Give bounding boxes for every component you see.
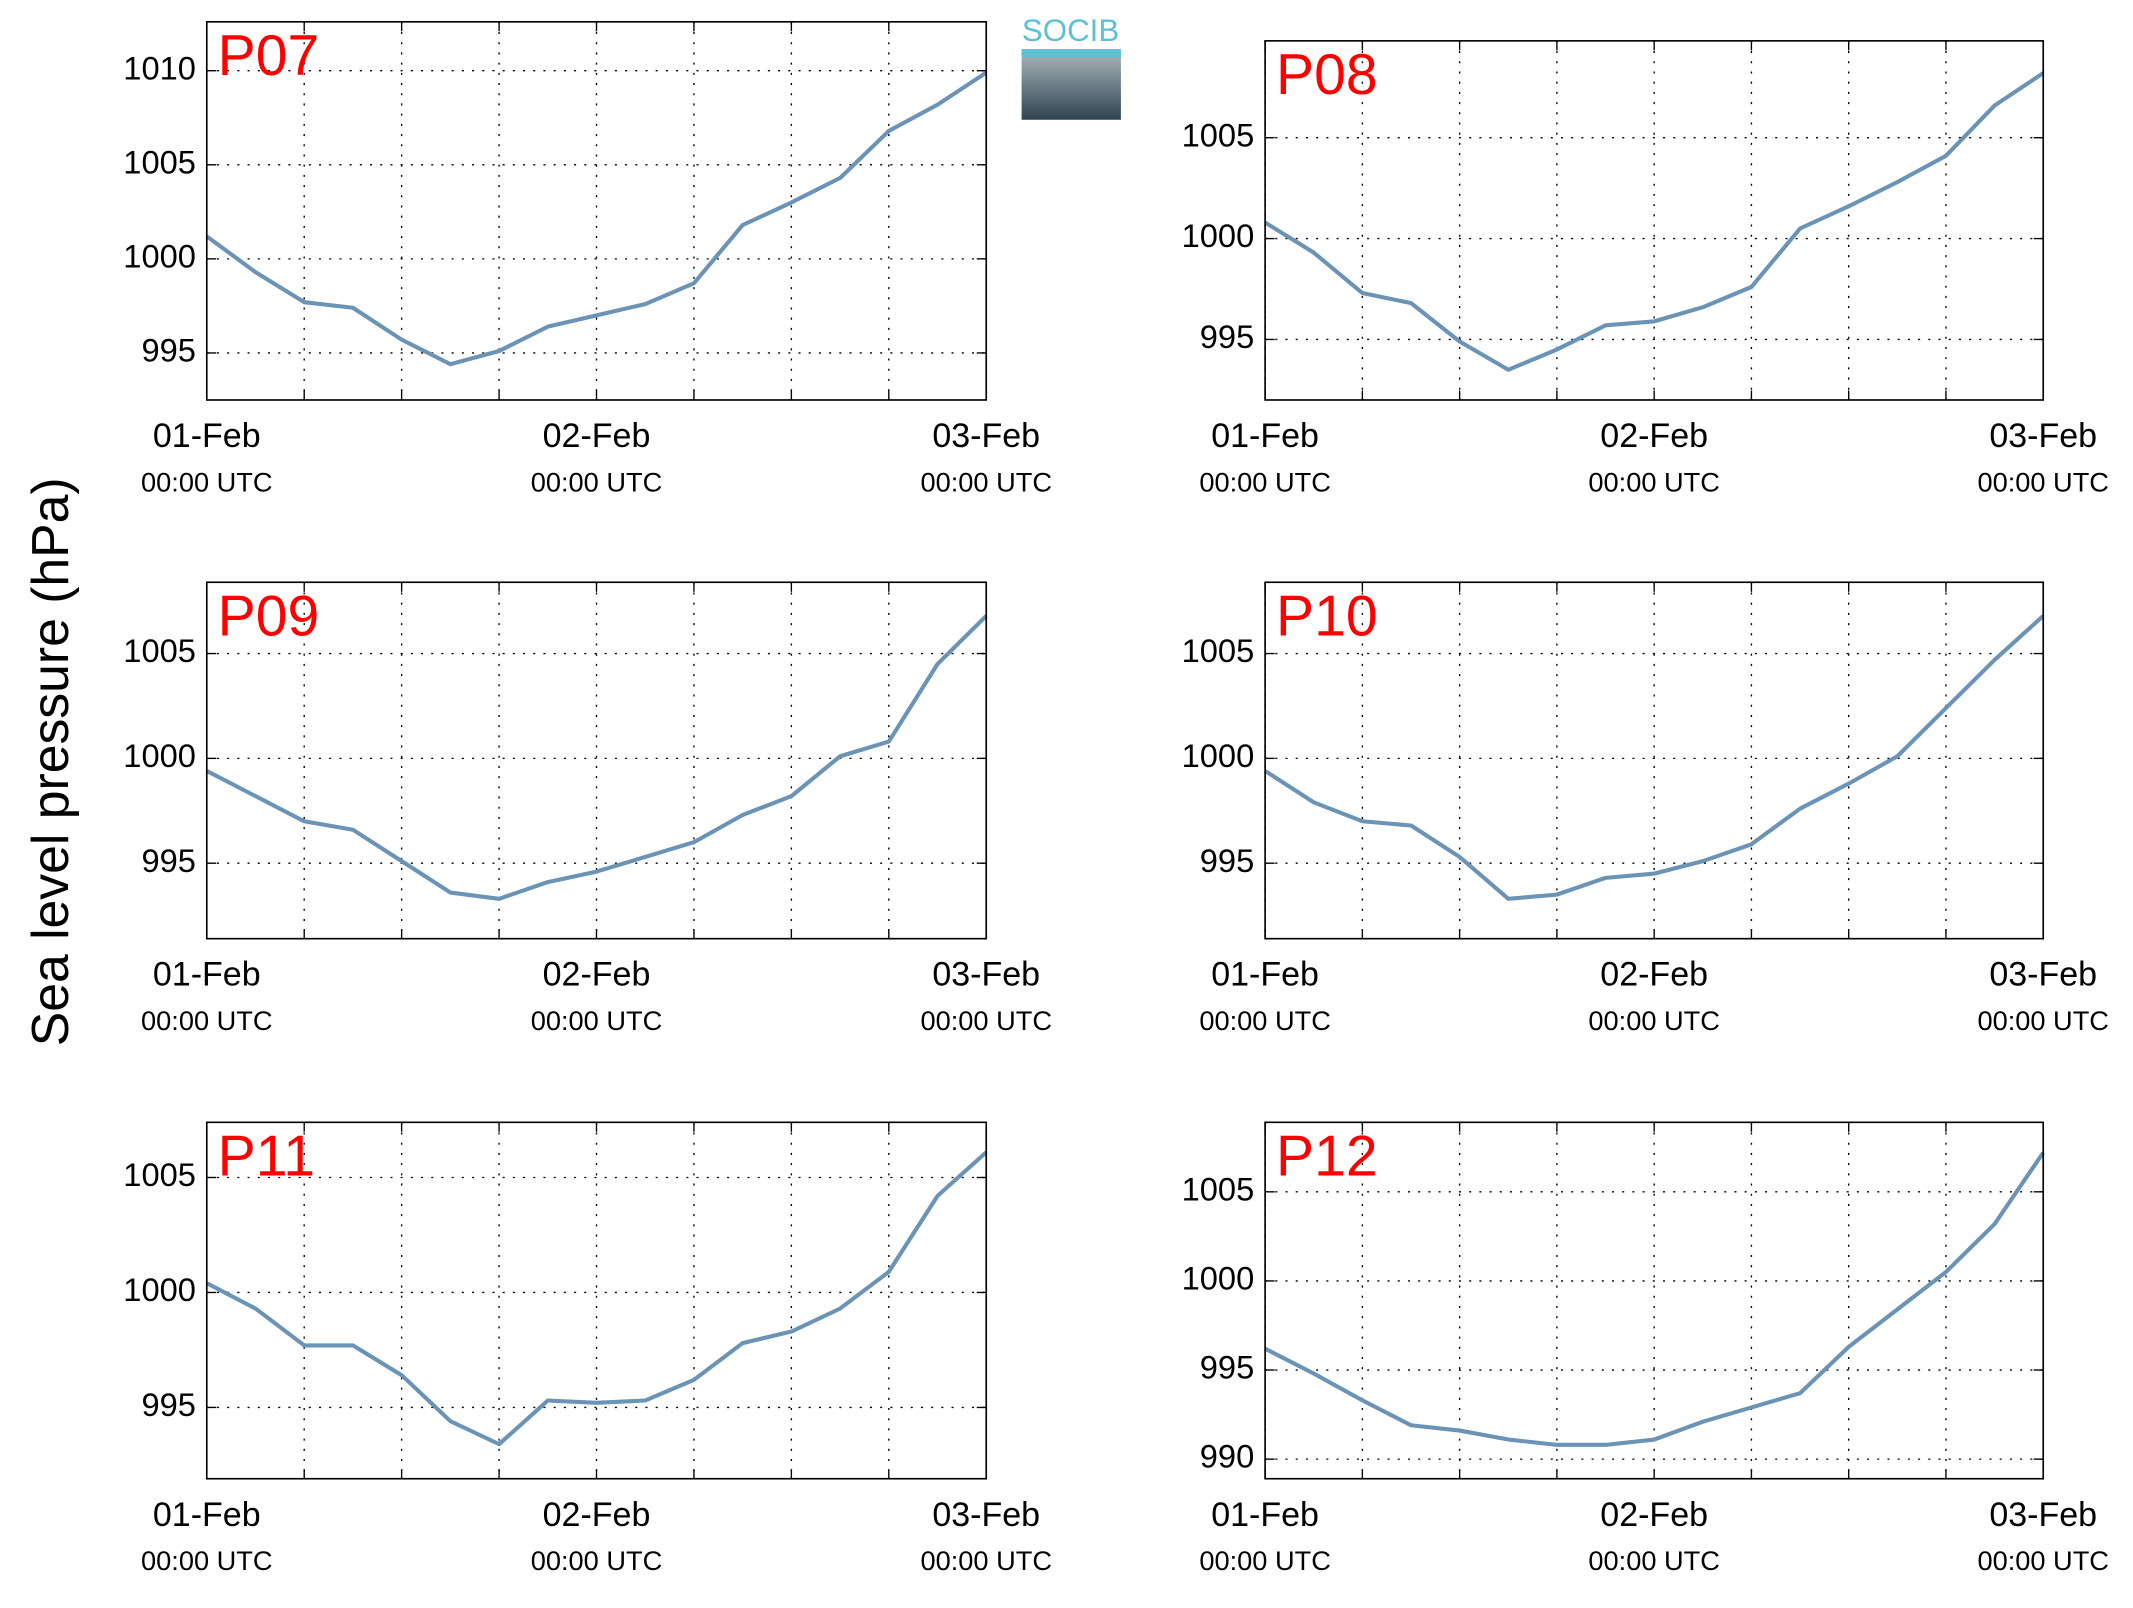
x-tick-sublabel: 00:00 UTC xyxy=(141,467,272,498)
plot-area xyxy=(1265,40,2044,400)
axes-frame xyxy=(1264,40,2045,401)
axes-frame xyxy=(1264,1121,2045,1480)
x-tick-sublabel: 00:00 UTC xyxy=(1199,1005,1330,1036)
plot-area xyxy=(1265,582,2044,939)
y-tick-label: 1005 xyxy=(1182,1170,1255,1207)
panel-title: P11 xyxy=(218,1125,315,1189)
x-tick-label: 02-Feb xyxy=(543,956,651,994)
plot-area xyxy=(206,582,987,939)
y-tick-label: 1005 xyxy=(123,632,196,669)
x-tick-label: 02-Feb xyxy=(543,1496,651,1534)
y-tick-label: 1000 xyxy=(1182,737,1255,774)
x-tick-label: 02-Feb xyxy=(1600,417,1708,455)
logo-wave xyxy=(1021,49,1121,58)
series-line xyxy=(205,70,988,367)
x-tick-label: 02-Feb xyxy=(1600,1496,1708,1534)
x-tick-label: 03-Feb xyxy=(932,1496,1040,1534)
y-tick-label: 1000 xyxy=(123,1271,196,1308)
x-tick-label: 02-Feb xyxy=(1600,956,1708,994)
series-line xyxy=(205,614,988,901)
y-tick-label: 995 xyxy=(1200,1349,1254,1386)
panel-title: P09 xyxy=(218,584,320,648)
x-tick-label: 03-Feb xyxy=(932,417,1040,455)
x-tick-sublabel: 00:00 UTC xyxy=(1977,1005,2108,1036)
plot-area xyxy=(206,1122,987,1479)
x-tick-sublabel: 00:00 UTC xyxy=(141,1545,272,1576)
x-tick-sublabel: 00:00 UTC xyxy=(1588,1005,1719,1036)
x-tick-sublabel: 00:00 UTC xyxy=(1199,467,1330,498)
x-tick-label: 03-Feb xyxy=(1989,417,2097,455)
x-tick-sublabel: 00:00 UTC xyxy=(921,1545,1052,1576)
panel-title: P10 xyxy=(1276,584,1378,648)
x-tick-label: 03-Feb xyxy=(932,956,1040,994)
x-tick-sublabel: 00:00 UTC xyxy=(1588,467,1719,498)
x-tick-label: 03-Feb xyxy=(1989,1496,2097,1534)
panel-title: P12 xyxy=(1276,1125,1378,1189)
y-tick-label: 995 xyxy=(1200,318,1254,355)
y-tick-label: 1005 xyxy=(123,143,196,180)
series-line xyxy=(1264,614,2045,901)
axes-frame xyxy=(205,581,988,940)
x-tick-sublabel: 00:00 UTC xyxy=(1588,1545,1719,1576)
y-tick-label: 1000 xyxy=(123,737,196,774)
y-tick-label: 1005 xyxy=(1182,116,1255,153)
y-tick-label: 995 xyxy=(141,332,195,369)
x-tick-label: 03-Feb xyxy=(1989,956,2097,994)
x-tick-sublabel: 00:00 UTC xyxy=(921,1005,1052,1036)
y-axis-label: Sea level pressure (hPa) xyxy=(21,477,79,1046)
y-tick-label: 995 xyxy=(141,1386,195,1423)
logo-block xyxy=(1021,51,1121,120)
y-tick-label: 995 xyxy=(141,842,195,879)
x-tick-label: 01-Feb xyxy=(153,956,261,994)
axes-frame xyxy=(1264,581,2045,940)
y-tick-label: 1010 xyxy=(123,49,196,86)
x-tick-label: 01-Feb xyxy=(1211,1496,1319,1534)
logo-text: SOCIB xyxy=(1022,13,1119,48)
x-tick-label: 01-Feb xyxy=(153,1496,261,1534)
x-tick-sublabel: 00:00 UTC xyxy=(531,1005,662,1036)
series-line xyxy=(1264,71,2045,372)
x-tick-sublabel: 00:00 UTC xyxy=(1199,1545,1330,1576)
y-tick-label: 1000 xyxy=(1182,1260,1255,1297)
axes-frame xyxy=(205,1121,988,1480)
panel-title: P07 xyxy=(218,24,320,88)
axes-frame xyxy=(205,20,988,401)
x-tick-label: 01-Feb xyxy=(1211,956,1319,994)
y-tick-label: 995 xyxy=(1200,842,1254,879)
series-line xyxy=(1264,1151,2045,1447)
y-tick-label: 1005 xyxy=(123,1156,196,1193)
x-tick-sublabel: 00:00 UTC xyxy=(531,467,662,498)
x-tick-label: 02-Feb xyxy=(543,417,651,455)
x-tick-sublabel: 00:00 UTC xyxy=(1977,467,2108,498)
plot-area xyxy=(206,21,987,400)
y-tick-label: 1000 xyxy=(123,237,196,274)
x-tick-sublabel: 00:00 UTC xyxy=(921,467,1052,498)
y-tick-label: 1005 xyxy=(1182,632,1255,669)
panel-title: P08 xyxy=(1276,43,1378,107)
x-tick-label: 01-Feb xyxy=(153,417,261,455)
x-tick-sublabel: 00:00 UTC xyxy=(1977,1545,2108,1576)
x-tick-sublabel: 00:00 UTC xyxy=(531,1545,662,1576)
y-tick-label: 990 xyxy=(1200,1438,1254,1475)
plot-area xyxy=(1265,1122,2044,1479)
x-tick-sublabel: 00:00 UTC xyxy=(141,1005,272,1036)
y-tick-label: 1000 xyxy=(1182,217,1255,254)
x-tick-label: 01-Feb xyxy=(1211,417,1319,455)
series-line xyxy=(205,1150,988,1447)
